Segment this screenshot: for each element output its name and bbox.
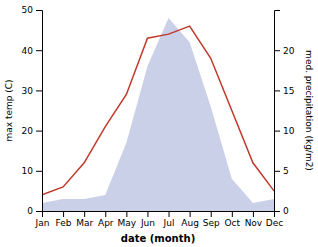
area: [42, 18, 274, 211]
tick: 10: [274, 126, 295, 136]
tick-mark: [274, 131, 280, 132]
tick-mark: [253, 211, 254, 217]
tick: Apr: [98, 211, 114, 228]
tick-mark: [36, 171, 42, 172]
tick-label: 15: [283, 86, 294, 96]
tick-mark: [211, 211, 212, 217]
tick-label: 0: [283, 206, 289, 216]
tick-label: Jul: [163, 218, 175, 228]
x-axis: Jan Feb Mar Apr MayJun Jul Aug Sep Oct NovDec: [35, 211, 284, 228]
y2-axis: 0 5 10 15 20: [274, 11, 295, 217]
tick-mark: [147, 211, 148, 217]
tick: 20: [22, 126, 42, 136]
tick: 40: [22, 46, 42, 56]
x-axis-title: date (month): [121, 233, 195, 244]
tick-mark: [84, 211, 85, 217]
tick-label: Jun: [140, 218, 155, 228]
tick-label: 10: [283, 126, 295, 136]
tick-label: Aug: [181, 218, 199, 228]
tick: 0: [274, 206, 289, 216]
tick-label: 30: [22, 86, 34, 96]
tick-label: 40: [22, 46, 34, 56]
tick: Aug: [181, 211, 199, 228]
axis-line: [275, 11, 281, 212]
tick: 0: [27, 206, 42, 216]
tick-mark: [36, 90, 42, 91]
tick-label: Apr: [98, 218, 114, 228]
tick-mark: [190, 211, 191, 217]
tick: Feb: [56, 211, 72, 228]
tick: May: [118, 211, 137, 228]
axis-line: [43, 212, 275, 218]
tick: Mar: [76, 211, 93, 228]
tick-label: 20: [22, 126, 34, 136]
tick: 50: [22, 5, 42, 15]
tick-mark: [105, 211, 106, 217]
tick-label: Dec: [266, 218, 283, 228]
tick: Jun: [140, 211, 155, 228]
tick-mark: [63, 211, 64, 217]
chart-svg: JanFebMarAprMayJunJulAugSepOctNovDec0102…: [0, 0, 318, 247]
tick-mark: [232, 211, 233, 217]
marks: [42, 18, 274, 211]
tick: Jul: [163, 211, 175, 228]
y-axis: 0 10 20 30 40 50: [22, 5, 43, 216]
tick-mark: [36, 211, 42, 212]
tick: Sep: [203, 211, 220, 228]
tick-label: Oct: [225, 218, 241, 228]
tick: 5: [274, 166, 289, 176]
tick-mark: [274, 171, 280, 172]
tick-label: Feb: [56, 218, 72, 228]
tick-label: Sep: [203, 218, 220, 228]
tick-label: Nov: [245, 218, 263, 228]
tick-mark: [274, 90, 280, 91]
tick-label: 20: [283, 46, 295, 56]
tick-mark: [36, 131, 42, 132]
chart-container: JanFebMarAprMayJunJulAugSepOctNovDec0102…: [0, 0, 318, 247]
tick-label: 50: [22, 5, 34, 15]
tick: 10: [22, 166, 42, 176]
tick: 20: [274, 46, 295, 56]
plot-area: JanFebMarAprMayJunJulAugSepOctNovDec0102…: [4, 5, 314, 244]
axis-line: [36, 11, 43, 212]
tick: Nov: [245, 211, 263, 228]
tick: 15: [274, 86, 294, 96]
tick-label: 5: [283, 166, 289, 176]
tick-mark: [36, 50, 42, 51]
y2-axis-title: med. precipitation (kg/m2): [304, 50, 314, 171]
tick-mark: [36, 10, 42, 11]
tick-label: May: [118, 218, 137, 228]
tick-mark: [169, 211, 170, 217]
tick-label: Jan: [35, 218, 50, 228]
tick-label: 0: [27, 206, 33, 216]
tick: Dec: [266, 211, 283, 228]
y-axis-title: max temp (C): [4, 79, 14, 141]
tick-label: 10: [22, 166, 34, 176]
line: [42, 26, 274, 195]
tick-mark: [126, 211, 127, 217]
tick-mark: [274, 211, 280, 212]
tick-mark: [274, 50, 280, 51]
tick-label: Mar: [76, 218, 93, 228]
tick: 30: [22, 86, 42, 96]
tick: Jan: [35, 211, 50, 228]
tick: Oct: [225, 211, 241, 228]
